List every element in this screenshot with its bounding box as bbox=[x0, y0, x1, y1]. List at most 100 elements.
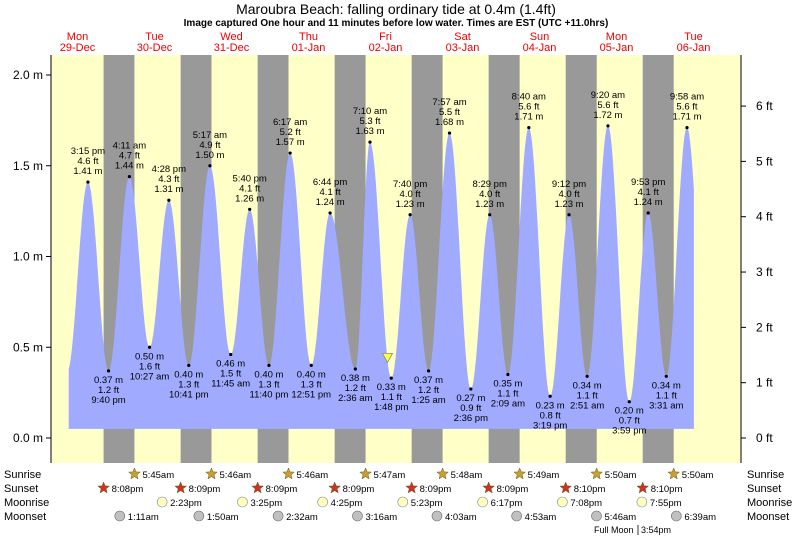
row-label-moonset-left: Moonset bbox=[4, 511, 46, 523]
low-tide-label: 1.5 ft bbox=[220, 369, 241, 380]
high-tide-label: 4:28 pm bbox=[152, 164, 186, 175]
day-date: 31-Dec bbox=[214, 42, 250, 54]
low-tide-label: 1.1 ft bbox=[577, 390, 598, 401]
sunrise-icon bbox=[282, 467, 295, 480]
high-tide-label: 1.41 m bbox=[73, 166, 102, 177]
low-tide-label: 0.34 m bbox=[573, 380, 602, 391]
high-tide-point bbox=[447, 131, 452, 135]
day-name: Mon bbox=[606, 31, 627, 43]
high-tide-label: 4.3 ft bbox=[158, 174, 179, 185]
row-label-sunset-left: Sunset bbox=[4, 483, 38, 495]
low-tide-label: 2:09 am bbox=[491, 398, 525, 409]
high-tide-label: 4.0 ft bbox=[479, 189, 500, 200]
low-tide-label: 0.33 m bbox=[377, 382, 406, 393]
row-label-moonset-right: Moonset bbox=[747, 511, 789, 523]
tide-area bbox=[68, 125, 694, 429]
low-tide-label: 0.40 m bbox=[297, 369, 326, 380]
moonset-icon bbox=[193, 510, 205, 522]
astro-rows: 5:45am 5:46am 5:46am 5:47am 5:48am 5:49am 5:50… bbox=[97, 467, 716, 523]
low-tide-point bbox=[548, 394, 552, 398]
moonset-icon bbox=[352, 510, 363, 522]
row-label-sunset-right: Sunset bbox=[747, 483, 781, 495]
low-tide-label: 1.2 ft bbox=[345, 383, 366, 394]
high-tide-label: 1.71 m bbox=[672, 112, 701, 123]
low-tide-label: 2:51 am bbox=[570, 400, 604, 411]
low-tide-point bbox=[106, 369, 111, 373]
high-tide-point bbox=[328, 211, 332, 215]
day-name: Tue bbox=[684, 31, 703, 43]
moonrise-icon bbox=[317, 496, 328, 508]
high-tide-label: 5.6 ft bbox=[676, 102, 697, 113]
high-tide-point bbox=[646, 211, 650, 215]
high-tide-label: 5.5 ft bbox=[439, 107, 460, 118]
low-tide-point bbox=[267, 363, 271, 367]
day-name: Tue bbox=[145, 31, 164, 43]
low-tide-label: 1.1 ft bbox=[381, 392, 402, 403]
moonrise-icon bbox=[477, 496, 488, 508]
high-tide-point bbox=[288, 151, 292, 155]
moonset-time: 4:53am bbox=[525, 512, 557, 523]
low-tide-point bbox=[585, 374, 589, 378]
sunset-icon bbox=[97, 481, 110, 494]
y-tick-label-m: 1.5 m bbox=[13, 159, 43, 173]
high-tide-label: 9:53 pm bbox=[631, 177, 665, 188]
moonset-time: 6:39am bbox=[684, 512, 716, 523]
sunrise-time: 5:47am bbox=[374, 470, 406, 481]
day-date: 02-Jan bbox=[369, 42, 403, 54]
high-tide-label: 4.0 ft bbox=[400, 189, 421, 200]
low-tide-label: 10:41 pm bbox=[169, 389, 209, 400]
high-tide-point bbox=[488, 213, 492, 217]
low-tide-label: 0.37 m bbox=[414, 375, 443, 386]
day-headers: Mon29-DecTue30-DecWed31-DecThu01-JanFri0… bbox=[60, 31, 711, 54]
moonset-time: 2:32am bbox=[286, 512, 318, 523]
high-tide-label: 1.31 m bbox=[154, 184, 183, 195]
sunset-time: 8:09pm bbox=[189, 484, 221, 495]
high-tide-point bbox=[368, 140, 372, 144]
sunrise-icon bbox=[436, 467, 449, 480]
high-tide-label: 1.23 m bbox=[475, 199, 504, 210]
moonrise-time: 5:23pm bbox=[411, 498, 443, 509]
high-tide-point bbox=[86, 180, 90, 184]
moonrise-time: 2:23pm bbox=[170, 498, 202, 509]
full-moon-label: Full Moon bbox=[594, 525, 634, 535]
current-tide-marker bbox=[381, 353, 394, 364]
high-tide-point bbox=[167, 198, 171, 202]
tide-labels: 3:15 pm4.6 ft1.41 m0.37 m1.2 ft9:40 pm4:… bbox=[71, 90, 704, 437]
moonset-icon bbox=[511, 510, 522, 522]
sunset-icon bbox=[482, 481, 496, 494]
high-tide-label: 1.44 m bbox=[115, 161, 144, 172]
low-tide-label: 11:45 am bbox=[211, 379, 250, 390]
low-tide-label: 1:48 pm bbox=[374, 402, 408, 413]
day-date: 03-Jan bbox=[446, 42, 480, 54]
low-tide-label: 0.27 m bbox=[456, 393, 485, 404]
sunrise-time: 5:46am bbox=[220, 470, 252, 481]
moonrise-time: 6:17pm bbox=[491, 498, 523, 509]
moonrise-time: 7:08pm bbox=[570, 498, 602, 509]
high-tide-point bbox=[685, 126, 689, 130]
low-tide-label: 1.3 ft bbox=[258, 379, 279, 390]
low-tide-label: 9:40 pm bbox=[91, 395, 125, 406]
low-tide-label: 0.34 m bbox=[652, 380, 681, 391]
low-tide-label: 0.50 m bbox=[135, 351, 164, 362]
day-name: Fri bbox=[379, 31, 392, 43]
moonrise-time: 3:25pm bbox=[250, 498, 282, 509]
day-date: 30-Dec bbox=[137, 42, 173, 54]
low-tide-label: 3:59 pm bbox=[612, 426, 646, 437]
low-tide-point bbox=[664, 374, 668, 378]
high-tide-label: 7:40 pm bbox=[393, 179, 427, 190]
high-tide-label: 1.23 m bbox=[554, 199, 583, 210]
row-label-moonrise-left: Moonrise bbox=[4, 497, 49, 509]
low-tide-label: 0.7 ft bbox=[619, 416, 640, 427]
low-tide-label: 2:36 am bbox=[338, 393, 372, 404]
low-tide-point bbox=[389, 376, 393, 380]
moonset-time: 4:03am bbox=[445, 512, 477, 523]
moonset-time: 1:11am bbox=[128, 512, 159, 523]
high-tide-label: 4.0 ft bbox=[558, 189, 579, 200]
day-date: 04-Jan bbox=[523, 42, 557, 54]
low-tide-label: 0.38 m bbox=[341, 373, 370, 384]
high-tide-label: 5.2 ft bbox=[280, 127, 301, 138]
low-tide-point bbox=[426, 369, 431, 373]
sunset-icon bbox=[251, 481, 265, 494]
low-tide-label: 3:19 pm bbox=[533, 420, 567, 431]
moonrise-time: 7:55pm bbox=[650, 498, 682, 509]
